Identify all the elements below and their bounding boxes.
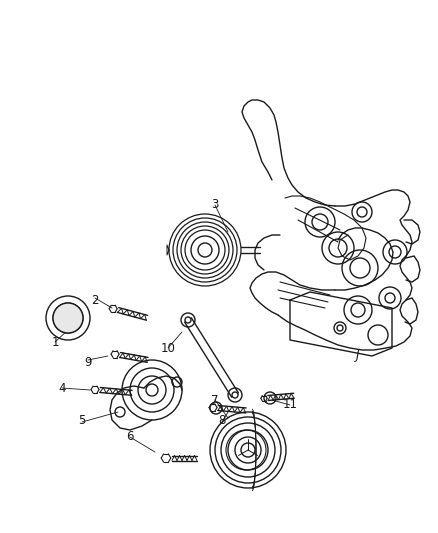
Text: 8: 8: [218, 414, 226, 426]
Text: 2: 2: [91, 294, 99, 306]
Text: J: J: [356, 349, 360, 361]
Text: 9: 9: [84, 356, 92, 368]
Text: 6: 6: [126, 431, 134, 443]
Text: 11: 11: [283, 399, 297, 411]
Text: 7: 7: [211, 393, 219, 407]
Text: 4: 4: [58, 382, 66, 394]
Text: 3: 3: [211, 198, 219, 212]
Text: 5: 5: [78, 414, 86, 426]
Text: 1: 1: [51, 335, 59, 349]
Circle shape: [53, 303, 83, 333]
Text: 10: 10: [161, 342, 176, 354]
